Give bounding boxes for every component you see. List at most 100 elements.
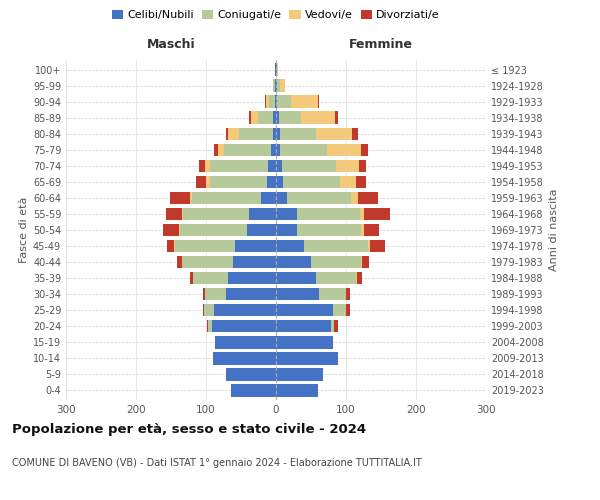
Bar — [229, 128, 239, 140]
Bar — [287, 192, 351, 204]
Bar — [351, 192, 358, 204]
Bar — [362, 256, 369, 268]
Bar — [193, 272, 229, 284]
Bar — [276, 224, 297, 236]
Bar — [276, 240, 304, 252]
Bar — [276, 64, 277, 76]
Bar — [297, 208, 360, 220]
Bar — [361, 256, 362, 268]
Bar — [251, 112, 258, 124]
Bar — [335, 112, 338, 124]
Bar — [276, 384, 318, 396]
Bar — [190, 192, 192, 204]
Bar — [280, 128, 316, 140]
Bar — [370, 240, 385, 252]
Bar — [346, 288, 349, 300]
Bar — [331, 320, 334, 332]
Bar — [176, 256, 182, 268]
Bar — [215, 336, 276, 348]
Bar — [280, 144, 327, 156]
Bar — [276, 96, 277, 108]
Bar — [180, 224, 247, 236]
Legend: Celibi/Nubili, Coniugati/e, Vedovi/e, Divorziati/e: Celibi/Nubili, Coniugati/e, Vedovi/e, Di… — [108, 6, 444, 25]
Text: Femmine: Femmine — [349, 38, 413, 51]
Bar — [304, 240, 368, 252]
Text: COMUNE DI BAVENO (VB) - Dati ISTAT 1° gennaio 2024 - Elaborazione TUTTITALIA.IT: COMUNE DI BAVENO (VB) - Dati ISTAT 1° ge… — [12, 458, 422, 468]
Bar — [318, 96, 319, 108]
Bar — [267, 176, 276, 188]
Bar — [336, 160, 359, 172]
Bar — [276, 112, 279, 124]
Bar — [276, 368, 323, 380]
Bar — [182, 256, 233, 268]
Bar — [272, 80, 273, 92]
Bar — [276, 336, 334, 348]
Text: Popolazione per età, sesso e stato civile - 2024: Popolazione per età, sesso e stato civil… — [12, 422, 366, 436]
Bar — [269, 96, 275, 108]
Bar — [275, 64, 276, 76]
Bar — [183, 208, 250, 220]
Bar — [250, 208, 276, 220]
Bar — [368, 240, 370, 252]
Bar — [277, 64, 278, 76]
Bar — [210, 160, 268, 172]
Bar — [214, 304, 276, 316]
Bar — [361, 224, 364, 236]
Bar — [182, 208, 183, 220]
Bar — [334, 304, 346, 316]
Bar — [276, 304, 334, 316]
Bar — [273, 112, 276, 124]
Bar — [311, 256, 361, 268]
Bar — [279, 112, 301, 124]
Bar — [226, 368, 276, 380]
Bar — [316, 128, 352, 140]
Bar — [226, 288, 276, 300]
Bar — [352, 128, 358, 140]
Text: Maschi: Maschi — [146, 38, 196, 51]
Bar — [340, 176, 356, 188]
Y-axis label: Anni di nascita: Anni di nascita — [549, 188, 559, 271]
Bar — [276, 160, 281, 172]
Bar — [275, 80, 276, 92]
Bar — [276, 80, 277, 92]
Bar — [360, 208, 364, 220]
Bar — [260, 192, 276, 204]
Bar — [272, 128, 276, 140]
Bar — [196, 176, 206, 188]
Bar — [209, 176, 267, 188]
Bar — [167, 240, 174, 252]
Bar — [174, 240, 175, 252]
Bar — [258, 112, 273, 124]
Bar — [276, 352, 338, 364]
Bar — [192, 192, 260, 204]
Bar — [166, 208, 182, 220]
Bar — [190, 272, 193, 284]
Bar — [276, 256, 311, 268]
Bar — [206, 176, 209, 188]
Bar — [203, 304, 204, 316]
Bar — [214, 144, 218, 156]
Bar — [204, 304, 214, 316]
Bar — [247, 224, 276, 236]
Bar — [230, 384, 276, 396]
Bar — [334, 320, 338, 332]
Bar — [229, 272, 276, 284]
Bar — [316, 272, 356, 284]
Bar — [361, 144, 368, 156]
Bar — [275, 96, 276, 108]
Bar — [327, 144, 361, 156]
Bar — [283, 176, 340, 188]
Bar — [224, 144, 271, 156]
Bar — [250, 112, 251, 124]
Bar — [208, 320, 212, 332]
Bar — [265, 96, 269, 108]
Bar — [277, 80, 280, 92]
Bar — [356, 176, 366, 188]
Bar — [273, 80, 275, 92]
Bar — [212, 320, 276, 332]
Bar — [163, 224, 179, 236]
Bar — [213, 352, 276, 364]
Bar — [276, 128, 280, 140]
Bar — [226, 128, 229, 140]
Bar — [281, 160, 336, 172]
